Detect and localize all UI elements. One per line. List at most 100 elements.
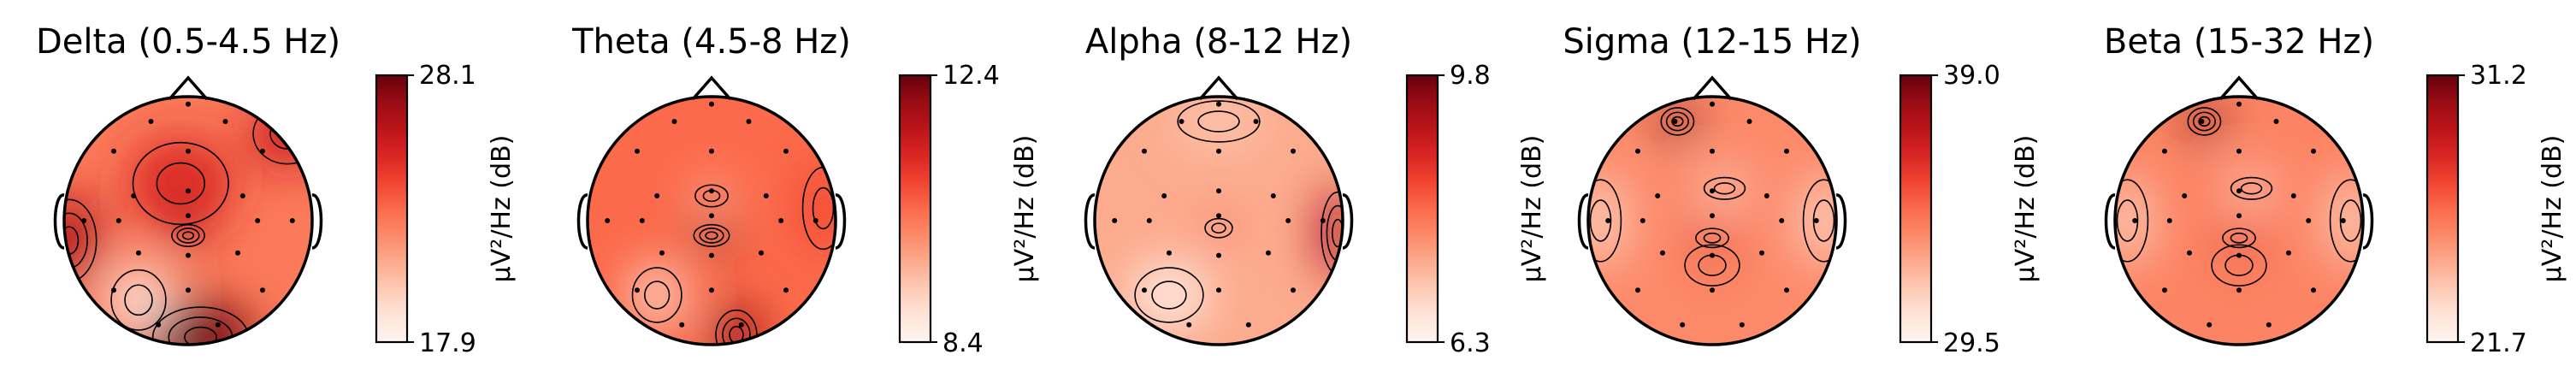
colorbar-min-label: 29.5 [1943,328,2000,358]
left-ear-outline [53,193,65,250]
colorbar [375,74,409,344]
colorbar [1405,74,1439,344]
electrode-dot [2236,101,2242,107]
electrode-dot [2273,119,2279,124]
contour-line [1204,217,1233,239]
contour-line [2115,179,2149,263]
electrode-dot [1605,218,1611,223]
contour-line [2198,115,2211,127]
electrode-dot [235,250,240,256]
electrode-dot [215,322,221,328]
electrode-dot [260,287,265,293]
electrode-dot [260,148,265,154]
scalp-field [2115,97,2363,345]
electrode-dot [1291,287,1296,293]
nose-outline [1198,75,1239,101]
colorbar-max-label: 9.8 [1450,61,1491,91]
contour-line [2211,244,2267,287]
field-blob [148,304,253,345]
field-blob [1173,98,1264,145]
electrode-dot [255,218,261,223]
topomap-panel: Beta (15-32 Hz) 31.2 21.7 µV²/Hz (dB) [2104,22,2567,358]
topomap-panel: Alpha (8-12 Hz) 9.8 6.3 µV²/Hz (dB) [1084,22,1547,358]
electrode-dot [709,101,714,107]
electrode-dot [1291,148,1296,154]
electrode-dot [709,148,714,154]
electrode-dot [783,287,789,293]
electrode-dot [136,250,141,256]
electrode-dot [1253,119,1259,124]
electrode-dot [1710,188,1715,194]
scalp-field [1095,97,1343,345]
contour-lines [631,166,836,345]
field-blob [64,196,99,286]
electrode-dot [635,287,640,293]
electrode-dot [1186,322,1192,328]
electrode-dot [1245,322,1251,328]
electrode-dot [759,250,764,256]
electrode-dot [1270,193,1276,198]
electrode-dot [2286,250,2291,256]
contour-line [2116,199,2139,242]
contour-line [2192,111,2216,132]
field-blob [1694,227,1730,249]
electrode-dot [635,148,640,154]
contour-line [132,141,229,226]
contour-line [631,267,682,323]
electrode-dot [239,193,245,198]
electrode-dot [1655,193,1661,198]
electrode-dot [1746,119,1752,124]
left-ear-outline [1577,193,1589,250]
colorbar-min-label: 8.4 [942,328,984,358]
field-blob [1702,176,1747,201]
electrode-dot [783,148,789,154]
field-blob [1203,217,1234,239]
electrode-dot [2162,148,2167,154]
colorbar-axis-label: µV²/Hz (dB) [2538,135,2567,283]
electrode-dot [1320,218,1326,223]
electrode-dot [709,287,714,293]
contour-line [176,227,200,244]
electrode-dot [2236,213,2242,219]
contour-line [1684,244,1740,287]
electrode-dot [709,252,714,258]
contour-line [1588,179,1622,263]
panel-title: Delta (0.5-4.5 Hz) [36,22,340,62]
colorbar-max-label: 12.4 [942,61,1000,91]
contour-line [1802,179,1836,263]
electrode-dot [2207,322,2213,328]
right-ear-outline [1835,193,1847,250]
colorbar [1899,74,1933,344]
electrode-dot [1635,148,1640,154]
electrode-dot [131,193,137,198]
right-ear-outline [1342,193,1354,250]
right-ear-outline [2362,193,2374,250]
electrode-dot [2290,193,2296,198]
electrode-dot [2182,193,2188,198]
head-outline [2113,95,2365,346]
electrode-dot [2166,218,2172,223]
colorbar-axis-label: µV²/Hz (dB) [1010,135,1040,283]
right-ear-outline [311,193,323,250]
colorbar-axis-label: µV²/Hz (dB) [1517,135,1547,283]
electrode-dot [605,218,611,223]
electrode-dot [1710,148,1715,154]
electrode-dot [1216,213,1221,219]
electrode-dot [654,193,660,198]
contour-line [1332,218,1343,248]
field-blob [692,223,731,248]
electrode-markers [605,101,818,328]
electrode-dot [2187,250,2192,256]
electrode-dot [1216,252,1221,258]
electrode-dot [156,322,162,328]
right-ear-outline [835,193,847,250]
electrode-markers [1112,101,1326,328]
nose-outline [691,75,732,101]
electrode-dot [2199,119,2205,124]
field-blob [801,163,836,253]
electrode-dot [186,287,191,293]
contour-lines [2115,107,2363,287]
contour-line [1695,227,1729,249]
topomap-panel: Delta (0.5-4.5 Hz) 28.1 17.9 µV²/Hz (dB) [36,22,517,358]
